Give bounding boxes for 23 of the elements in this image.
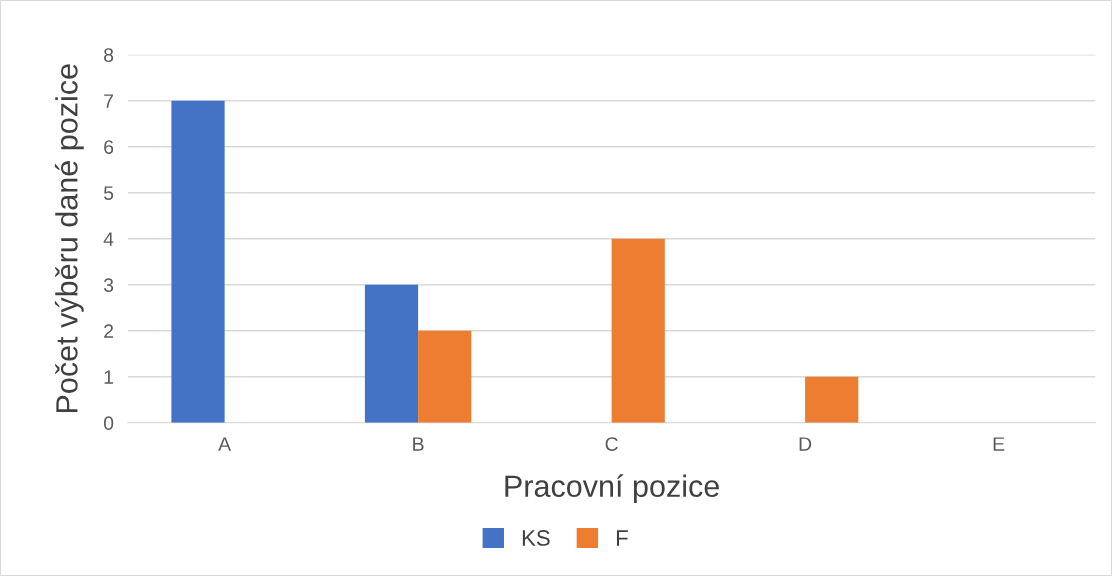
- y-tick-label: 3: [103, 278, 114, 292]
- y-tick-label: 2: [104, 324, 114, 338]
- bar: [418, 330, 472, 423]
- y-tick-label: 8: [104, 48, 114, 62]
- y-tick-label: 0: [103, 416, 114, 431]
- y-axis-title: Počet výběru dané pozice: [54, 64, 84, 413]
- x-tick-label: B: [413, 437, 424, 451]
- y-tick-label: 4: [103, 232, 114, 246]
- x-tick-label: E: [993, 437, 1005, 451]
- bar: [805, 376, 859, 423]
- y-tick-label: 1: [104, 370, 114, 384]
- y-tick-label: 7: [104, 94, 114, 108]
- legend-label: KS: [522, 530, 550, 546]
- x-tick-label: C: [605, 437, 618, 451]
- legend-label: F: [616, 530, 628, 546]
- x-tick-label: D: [799, 437, 812, 451]
- bar: [364, 284, 419, 423]
- y-tick-label: 5: [103, 186, 114, 200]
- bar: [611, 238, 665, 423]
- bar: [171, 100, 225, 423]
- x-axis-title: Pracovní pozice: [505, 474, 719, 504]
- y-tick-label: 6: [104, 140, 114, 154]
- x-tick-label: A: [218, 437, 232, 451]
